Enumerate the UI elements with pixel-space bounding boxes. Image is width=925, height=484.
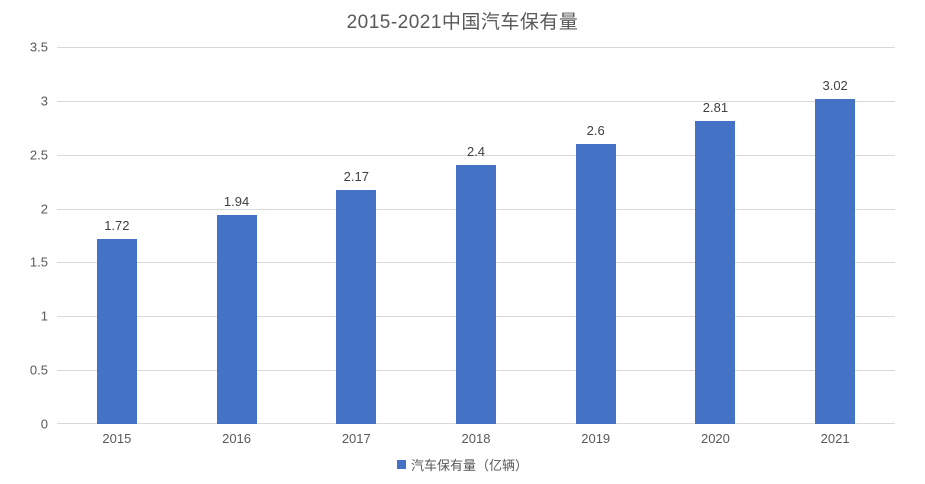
- legend-marker-icon: [396, 460, 406, 469]
- legend-entry: 汽车保有量（亿辆）: [396, 455, 528, 474]
- y-tick-label: 1.5: [29, 254, 48, 270]
- bar-value-label: 2.17: [343, 169, 369, 184]
- legend: 汽车保有量（亿辆）: [0, 455, 925, 474]
- gridline: [57, 155, 895, 156]
- gridline: [57, 101, 895, 102]
- x-tick-label: 2020: [700, 431, 730, 446]
- bar-2016: [217, 215, 257, 424]
- bar-2021: [815, 99, 855, 424]
- plot-area: 1.72 1.94 2.17 2.4 2.6 2.81 3.02: [57, 47, 895, 424]
- bar-2020: [695, 121, 735, 424]
- gridline: [57, 47, 895, 48]
- y-tick-label: 0.5: [29, 362, 48, 378]
- bar-value-label: 2.6: [586, 123, 605, 138]
- x-tick-label: 2015: [102, 431, 132, 446]
- x-tick-label: 2021: [820, 431, 850, 446]
- y-tick-label: 0: [40, 416, 48, 432]
- y-tick-label: 2: [40, 201, 48, 217]
- y-tick-label: 2.5: [29, 147, 48, 163]
- bar-2019: [576, 144, 616, 424]
- bar-2017: [336, 190, 376, 424]
- legend-label: 汽车保有量（亿辆）: [410, 458, 528, 473]
- bar-value-label: 3.02: [822, 78, 848, 93]
- x-tick-label: 2019: [581, 431, 611, 446]
- x-axis: 2015 2016 2017 2018 2019 2020 2021: [57, 424, 895, 448]
- y-axis: 0 0.5 1 1.5 2 2.5 3 3.5: [0, 40, 48, 432]
- x-tick-label: 2018: [461, 431, 491, 446]
- x-tick-label: 2017: [341, 431, 371, 446]
- bar-2015: [97, 239, 137, 424]
- chart-title: 2015-2021中国汽车保有量: [346, 12, 579, 33]
- y-tick-label: 1: [40, 308, 48, 324]
- bar-value-label: 1.94: [223, 194, 250, 209]
- bar-2018: [456, 165, 496, 424]
- bar-value-label: 2.81: [702, 100, 729, 115]
- y-tick-label: 3: [40, 93, 48, 109]
- y-tick-label: 3.5: [29, 39, 48, 55]
- bar-value-label: 1.72: [104, 218, 130, 233]
- bar-value-label: 2.4: [466, 144, 486, 159]
- x-tick-label: 2016: [222, 431, 252, 446]
